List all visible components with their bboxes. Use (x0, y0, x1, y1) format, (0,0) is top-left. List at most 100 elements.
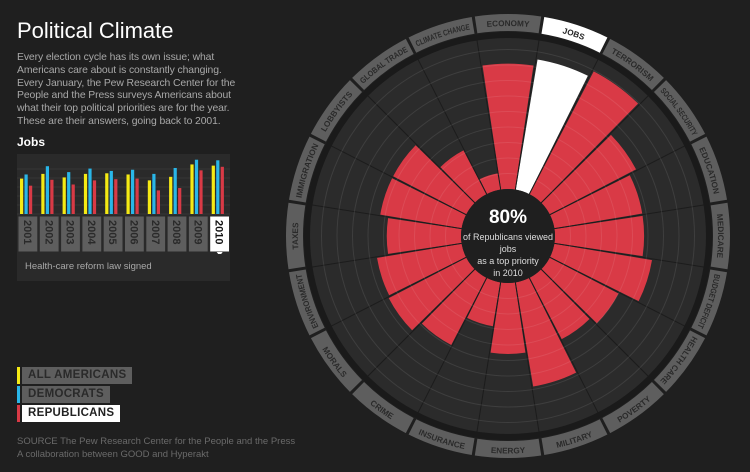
bar-2004-1 (88, 168, 92, 214)
ring-segment-military[interactable] (541, 419, 608, 456)
bar-2010-1 (216, 160, 220, 214)
wedge-energy[interactable] (490, 282, 526, 354)
wedge-poverty[interactable] (529, 269, 590, 340)
bar-2008-2 (178, 187, 182, 214)
wedge-insurance[interactable] (467, 278, 501, 327)
wedge-morals[interactable] (388, 257, 475, 331)
page-title: Political Climate (17, 18, 174, 43)
legend-democrats[interactable]: DEMOCRATS (17, 386, 132, 403)
year-tab-2003[interactable]: 2003 (60, 215, 81, 253)
wedge-budget-deficit[interactable] (550, 243, 652, 302)
legend-all-americans[interactable]: ALL AMERICANS (17, 367, 133, 384)
ring-segment-taxes[interactable] (286, 202, 306, 270)
event-note: Health-care reform law signed (25, 260, 152, 272)
wedge-military[interactable] (515, 278, 577, 387)
wedge-lobbyists[interactable] (393, 145, 475, 215)
bar-2001-2 (29, 185, 33, 214)
sector-divider (417, 277, 488, 413)
left-column: Political Climate Every election cycle h… (17, 18, 249, 281)
category-label[interactable]: MEDICARE (715, 214, 725, 259)
year-tab-2005[interactable]: 2005 (102, 215, 124, 253)
ring-segment-health-care[interactable] (653, 330, 706, 392)
sector-divider (417, 59, 488, 195)
wedge-immigration[interactable] (380, 178, 466, 229)
year-label: 2004 (85, 220, 97, 245)
ring-segment-immigration[interactable] (288, 136, 325, 203)
wedge-medicare[interactable] (554, 215, 645, 257)
sector-divider (514, 40, 540, 190)
ring-segment-medicare[interactable] (710, 202, 730, 270)
intro-text: Every election cycle has its own issue; … (17, 52, 236, 127)
wedge-global-trade[interactable] (440, 150, 487, 203)
year-label: 2001 (21, 220, 33, 244)
wedge-education[interactable] (550, 175, 643, 229)
year-tab-2001[interactable]: 2001 (17, 215, 39, 253)
grid-ring (336, 64, 680, 408)
center-percent: 80% (489, 207, 527, 228)
wedge-environment[interactable] (377, 243, 466, 296)
ring-segment-terrorism[interactable] (602, 38, 664, 91)
year-label: 2007 (149, 220, 161, 244)
category-label-text: ENERGY (491, 446, 526, 456)
ring-segment-poverty[interactable] (602, 381, 664, 434)
ring-segment-social-security[interactable] (653, 80, 706, 142)
sector-divider (549, 256, 685, 327)
wedge-crime[interactable] (421, 269, 487, 346)
bar-2007-1 (152, 173, 156, 214)
legend-label: DEMOCRATS (22, 386, 110, 403)
legend-republicans[interactable]: REPUBLICANS (17, 405, 132, 422)
credit-line: A collaboration between GOOD and Hyperak… (17, 448, 209, 460)
wedge-taxes[interactable] (386, 218, 462, 254)
bar-2005-1 (109, 170, 113, 214)
year-tab-2004[interactable]: 2004 (81, 215, 103, 253)
year-tab-2007[interactable]: 2007 (145, 215, 167, 253)
mini-bar-chart: 2001 2002 2003 2004 2005 2006 2007 2008 2009 2010 (17, 159, 230, 256)
category-label[interactable]: ECONOMY (486, 19, 530, 29)
wedge-economy[interactable] (482, 63, 534, 190)
wedge-terrorism[interactable] (529, 71, 639, 203)
category-label[interactable]: TAXES (291, 222, 300, 250)
bar-2010-0 (211, 165, 215, 214)
year-tab-bg (124, 215, 145, 253)
ring-segment-budget-deficit[interactable] (691, 269, 728, 336)
category-label[interactable]: ENERGY (491, 446, 526, 456)
bar-2003-1 (67, 171, 71, 214)
sector-divider (331, 256, 467, 327)
ring-segment-global-trade[interactable] (352, 38, 414, 91)
wedge-climate-change[interactable] (479, 173, 501, 194)
year-tab-2010[interactable]: 2010 (209, 215, 230, 253)
grid-ring (321, 49, 695, 423)
sector-divider (540, 268, 649, 377)
bar-2009-1 (194, 159, 199, 214)
grid-ring (398, 126, 618, 346)
ring-segment-economy[interactable] (474, 14, 542, 34)
source-line: SOURCE The Pew Research Center for the P… (17, 436, 296, 447)
year-label: 2005 (106, 220, 118, 244)
source-credit: SOURCE The Pew Research Center for the P… (17, 436, 295, 461)
year-tab-2008[interactable]: 2008 (166, 215, 188, 253)
ring-segment-energy[interactable] (474, 438, 542, 458)
ring-segment-environment[interactable] (288, 269, 325, 336)
year-tab-2002[interactable]: 2002 (38, 215, 60, 253)
year-tab-bg (81, 215, 103, 253)
year-label: 2002 (42, 220, 54, 244)
year-tab-2009[interactable]: 2009 (187, 215, 209, 253)
bar-2006-2 (135, 178, 139, 214)
ring-segment-crime[interactable] (352, 381, 414, 434)
year-tab-bg (166, 215, 188, 253)
wedge-social-security[interactable] (541, 134, 637, 215)
grid-ring (367, 95, 649, 377)
bar-2002-1 (45, 165, 49, 214)
ring-segment-climate-change[interactable] (408, 16, 475, 53)
bar-2006-0 (126, 174, 130, 214)
wedge-jobs[interactable] (515, 59, 588, 194)
wedge-health-care[interactable] (541, 257, 619, 324)
ring-segment-jobs[interactable] (541, 16, 608, 53)
year-tab-2006[interactable]: 2006 (124, 215, 145, 253)
ring-segment-insurance[interactable] (408, 419, 475, 456)
ring-segment-lobbyists[interactable] (310, 80, 363, 142)
ring-segment-morals[interactable] (310, 330, 363, 392)
category-label-text: ECONOMY (486, 19, 530, 29)
sector-divider (540, 95, 649, 204)
ring-segment-education[interactable] (691, 136, 728, 203)
